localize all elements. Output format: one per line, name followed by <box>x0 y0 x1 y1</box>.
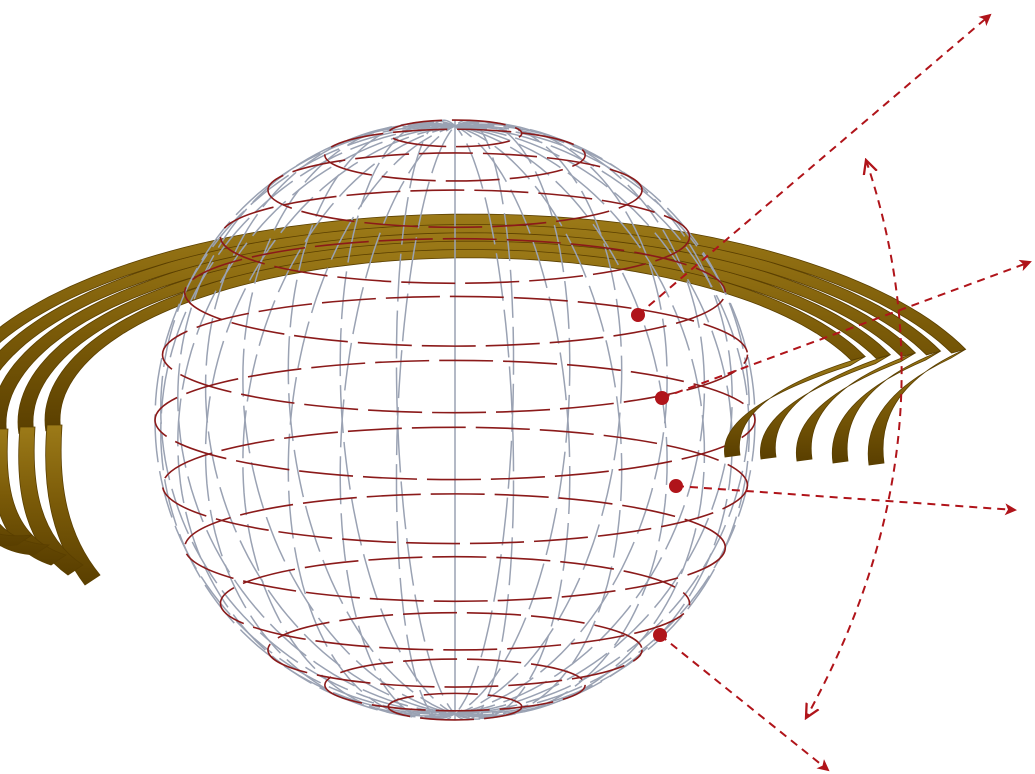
longitude-line <box>395 119 515 721</box>
emission-ray <box>659 634 830 772</box>
angular-span-arc <box>806 160 903 718</box>
latitude-line <box>161 295 749 414</box>
wireframe-sphere <box>154 119 756 721</box>
ring-band-right <box>724 356 866 458</box>
ring-band-left <box>0 428 67 566</box>
emission-point <box>669 479 683 493</box>
ring-band-left <box>0 523 51 556</box>
angular-span-arrow <box>806 160 903 718</box>
longitude-lines <box>154 119 756 721</box>
latitude-line <box>154 359 756 481</box>
latitude-line <box>324 128 586 182</box>
longitude-line <box>242 122 668 718</box>
latitude-line <box>219 555 691 651</box>
latitude-line <box>161 426 749 545</box>
emission-point <box>655 391 669 405</box>
latitude-line <box>387 119 523 148</box>
latitude-line <box>219 189 691 285</box>
latitude-lines <box>154 119 756 721</box>
emission-point <box>653 628 667 642</box>
latitude-line <box>183 493 727 603</box>
longitude-line <box>177 124 733 716</box>
emission-point <box>631 308 645 322</box>
ring-band-left <box>18 426 84 576</box>
longitude-line <box>339 120 571 720</box>
latitude-line <box>267 152 643 229</box>
latitude-line <box>324 658 586 712</box>
ring-band <box>0 213 967 354</box>
ring-band-left <box>0 533 33 547</box>
latitude-line <box>183 237 727 347</box>
longitude-line <box>160 125 750 715</box>
rings-front-half <box>0 348 966 586</box>
emission-rays <box>631 13 1032 772</box>
ring-band-left <box>45 424 101 586</box>
latitude-line <box>267 611 643 688</box>
